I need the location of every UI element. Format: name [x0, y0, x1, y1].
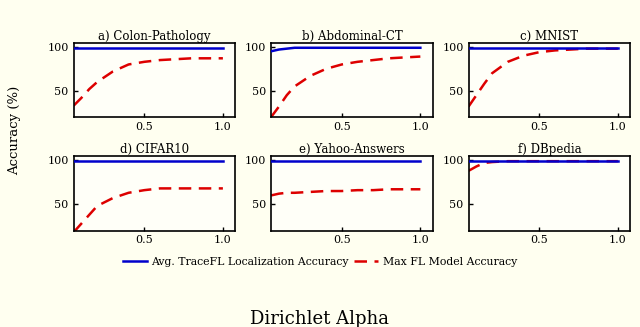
Text: Dirichlet Alpha: Dirichlet Alpha [250, 310, 390, 327]
Title: d) CIFAR10: d) CIFAR10 [120, 143, 189, 156]
Legend: Avg. TraceFL Localization Accuracy, Max FL Model Accuracy: Avg. TraceFL Localization Accuracy, Max … [119, 252, 521, 271]
Title: a) Colon-Pathology: a) Colon-Pathology [99, 29, 211, 43]
Title: b) Abdominal-CT: b) Abdominal-CT [301, 29, 403, 43]
Text: Accuracy (%): Accuracy (%) [8, 86, 20, 175]
Title: f) DBpedia: f) DBpedia [518, 143, 581, 156]
Title: e) Yahoo-Answers: e) Yahoo-Answers [299, 143, 405, 156]
Title: c) MNIST: c) MNIST [520, 29, 579, 43]
